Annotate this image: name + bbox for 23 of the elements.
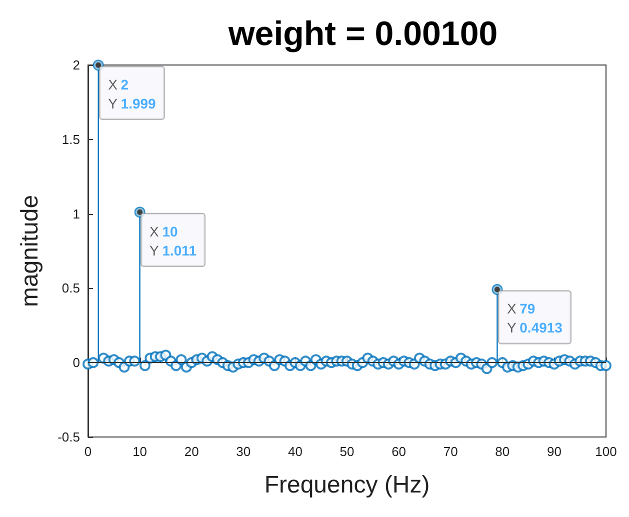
x-tick-label: 60: [392, 444, 406, 459]
x-tick-label: 10: [132, 444, 148, 459]
y-axis-title: magnitude: [16, 194, 44, 308]
x-axis-title: Frequency (Hz): [264, 472, 430, 498]
y-tick-label: 2: [72, 58, 80, 72]
x-tick-label: 20: [184, 444, 199, 459]
y-tick-label: 1: [72, 206, 80, 222]
x-tick-label: 90: [546, 444, 562, 459]
y-tick-label: -0.5: [58, 430, 80, 444]
chart-title: weight = 0.00100: [227, 15, 498, 53]
x-tick-label: 50: [340, 444, 354, 459]
x-tick-label: 70: [443, 444, 458, 459]
x-tick-label: 80: [495, 444, 510, 459]
y-tick-label: 1.5: [62, 132, 80, 147]
y-tick-label: 0: [72, 355, 80, 370]
y-tick-label: 0.5: [62, 280, 80, 296]
x-tick-label: 30: [236, 444, 251, 459]
annotation: X 2 Y 1.999: [108, 76, 156, 112]
x-tick-label: 0: [84, 444, 92, 459]
annotation: X 10 Y 1.011: [150, 223, 197, 258]
annotation: X 79 Y 0.4913: [506, 300, 563, 336]
x-tick-label: 100: [595, 444, 617, 459]
x-tick-label: 40: [288, 444, 302, 459]
